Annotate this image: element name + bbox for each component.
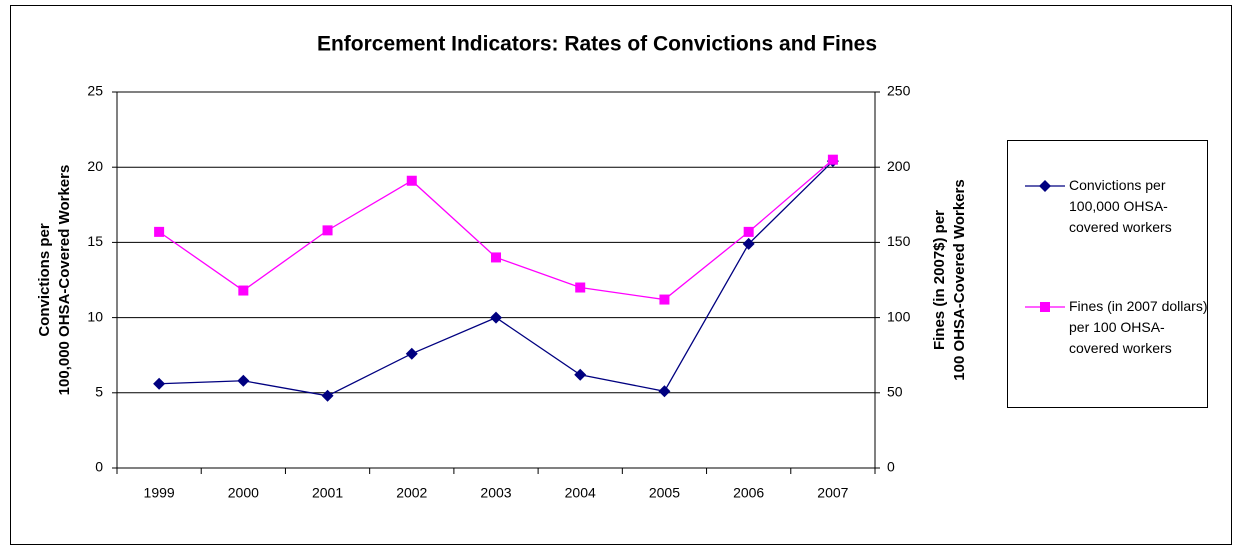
- chart-title: Enforcement Indicators: Rates of Convict…: [317, 33, 877, 56]
- y-tick-label: 5: [95, 384, 103, 400]
- x-tick-label: 2005: [649, 485, 680, 501]
- data-point: [153, 377, 166, 390]
- data-point: [322, 225, 333, 236]
- data-point: [405, 347, 418, 360]
- y2-tick-label: 50: [887, 384, 903, 400]
- legend-marker: [1039, 180, 1051, 192]
- legend-label: Convictions per 100,000 OHSA-covered wor…: [1069, 177, 1172, 235]
- y-tick-label: 0: [95, 459, 103, 475]
- data-point: [742, 237, 755, 250]
- y2-tick-label: 100: [887, 308, 911, 324]
- y2-tick-label: 250: [887, 83, 911, 99]
- y2-tick-label: 0: [887, 459, 895, 475]
- x-tick-label: 2003: [480, 485, 511, 501]
- data-point: [238, 285, 249, 296]
- data-point: [154, 226, 165, 237]
- x-tick-label: 2002: [396, 485, 427, 501]
- x-tick-label: 2004: [565, 485, 596, 501]
- data-point: [237, 374, 250, 387]
- data-point: [491, 252, 501, 263]
- x-tick-label: 2000: [228, 485, 259, 501]
- x-tick-label: 2007: [817, 485, 848, 501]
- y-axis-label: Convictions per: [36, 223, 53, 337]
- y-tick-label: 10: [87, 308, 103, 324]
- y-tick-label: 20: [87, 158, 103, 174]
- y2-axis-label: Fines (in 2007$) per: [931, 210, 948, 350]
- y-axis-label: 100,000 OHSA-Covered Workers: [56, 165, 73, 396]
- x-tick-label: 2001: [312, 485, 343, 501]
- x-tick-label: 1999: [144, 485, 175, 501]
- y2-tick-label: 200: [887, 158, 911, 174]
- y2-axis-label: 100 OHSA-Covered Workers: [951, 179, 968, 380]
- legend-label: Fines (in 2007 dollars) per 100 OHSA-cov…: [1069, 298, 1208, 356]
- data-point: [321, 389, 334, 402]
- y-tick-label: 15: [87, 233, 103, 249]
- legend-entry: Convictions per 100,000 OHSA-covered wor…: [1069, 177, 1172, 235]
- y-tick-label: 25: [87, 83, 103, 99]
- data-point: [575, 282, 586, 293]
- legend-entry: Fines (in 2007 dollars) per 100 OHSA-cov…: [1069, 298, 1208, 356]
- data-point: [574, 368, 587, 381]
- legend-marker: [1040, 302, 1050, 312]
- data-point: [743, 226, 754, 237]
- data-point: [827, 154, 838, 165]
- data-point: [658, 385, 671, 398]
- x-tick-label: 2006: [733, 485, 764, 501]
- y2-tick-label: 150: [887, 233, 911, 249]
- data-point: [490, 311, 502, 324]
- data-point: [406, 175, 417, 186]
- data-point: [659, 294, 670, 305]
